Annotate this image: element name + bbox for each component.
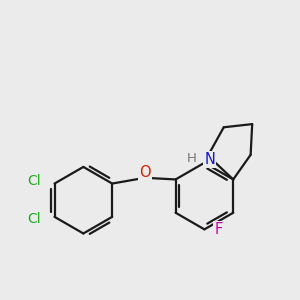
Text: N: N (204, 152, 215, 167)
Text: F: F (214, 222, 223, 237)
Text: O: O (139, 164, 151, 179)
Text: H: H (186, 152, 196, 165)
Text: Cl: Cl (27, 174, 41, 188)
Text: Cl: Cl (27, 212, 41, 226)
